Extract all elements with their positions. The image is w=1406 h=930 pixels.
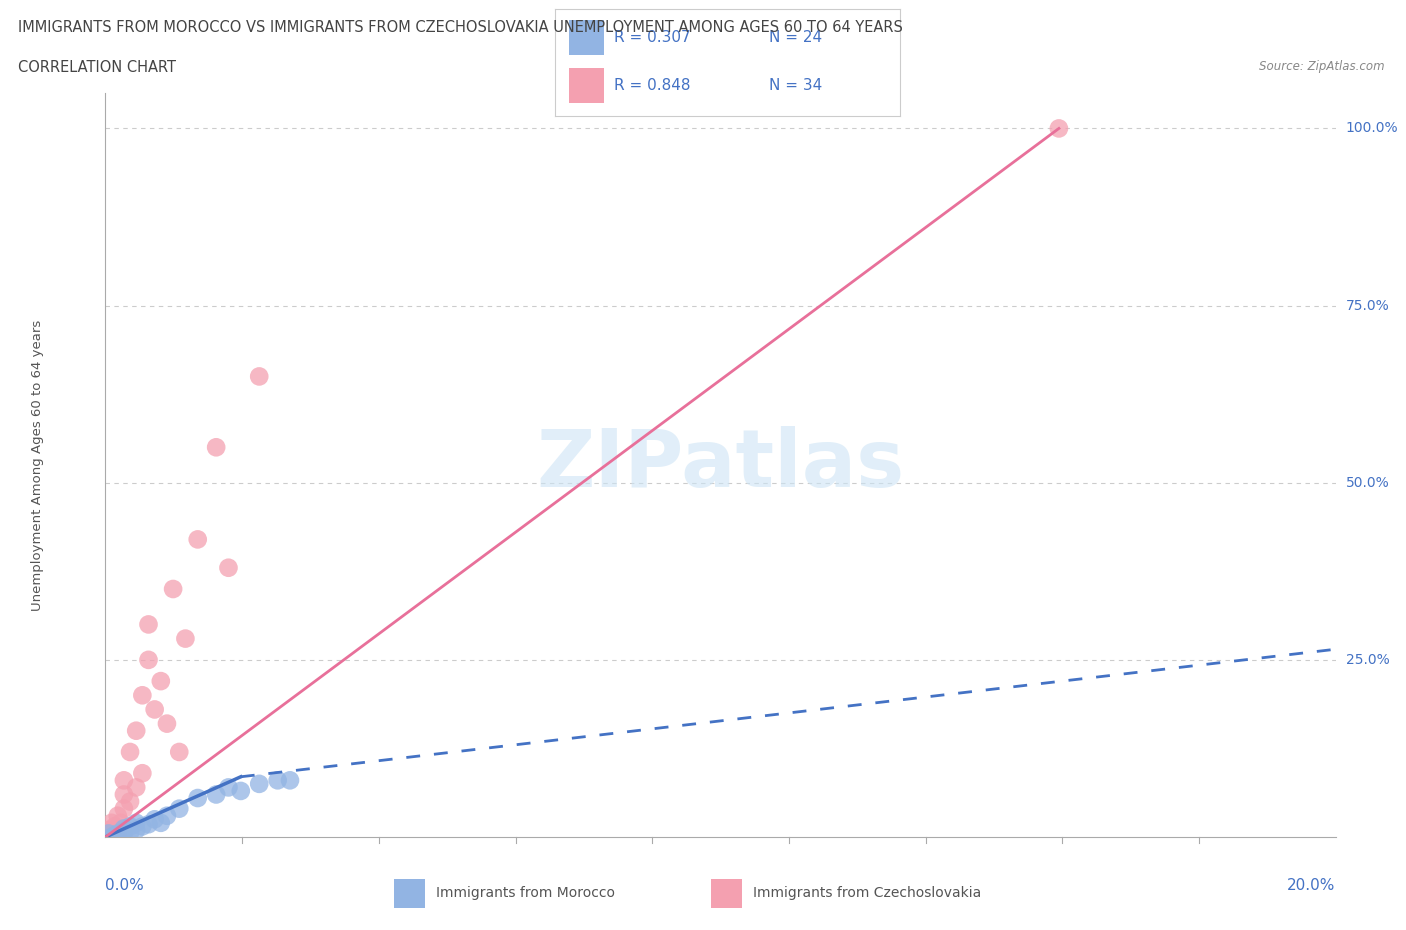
Point	[131, 765, 153, 780]
Point	[112, 821, 135, 836]
Point	[131, 688, 153, 703]
Point	[125, 780, 148, 795]
Point	[110, 828, 132, 843]
Point	[120, 745, 141, 760]
Point	[169, 745, 191, 760]
FancyBboxPatch shape	[710, 879, 742, 908]
Point	[112, 826, 135, 841]
Point	[100, 830, 122, 844]
Text: R = 0.848: R = 0.848	[614, 78, 690, 93]
Point	[278, 773, 301, 788]
FancyBboxPatch shape	[394, 879, 425, 908]
Text: Unemployment Among Ages 60 to 64 years: Unemployment Among Ages 60 to 64 years	[31, 319, 44, 611]
Text: Immigrants from Czechoslovakia: Immigrants from Czechoslovakia	[754, 886, 981, 900]
Point	[162, 581, 184, 596]
Point	[187, 532, 209, 547]
Point	[120, 825, 141, 840]
Point	[138, 617, 160, 631]
Text: IMMIGRANTS FROM MOROCCO VS IMMIGRANTS FROM CZECHOSLOVAKIA UNEMPLOYMENT AMONG AGE: IMMIGRANTS FROM MOROCCO VS IMMIGRANTS FR…	[18, 20, 903, 35]
Point	[110, 816, 132, 830]
Point	[96, 826, 118, 841]
Point	[143, 812, 166, 827]
Point	[138, 817, 160, 831]
Text: 20.0%: 20.0%	[1288, 878, 1336, 893]
Point	[218, 560, 240, 575]
Text: 50.0%: 50.0%	[1346, 476, 1389, 490]
Point	[125, 724, 148, 738]
Point	[149, 673, 172, 688]
FancyBboxPatch shape	[569, 68, 603, 103]
Point	[97, 822, 120, 837]
Point	[1047, 121, 1070, 136]
Point	[247, 369, 270, 384]
Point	[169, 802, 191, 817]
Text: N = 34: N = 34	[769, 78, 823, 93]
Text: N = 24: N = 24	[769, 30, 823, 46]
Point	[187, 790, 209, 805]
Point	[112, 787, 135, 802]
Point	[156, 716, 179, 731]
FancyBboxPatch shape	[569, 20, 603, 55]
Point	[205, 440, 228, 455]
Point	[107, 830, 129, 844]
Point	[107, 808, 129, 823]
Text: 25.0%: 25.0%	[1346, 653, 1389, 667]
Point	[156, 808, 179, 823]
Point	[149, 816, 172, 830]
Point	[104, 828, 127, 843]
Point	[267, 773, 290, 788]
Point	[100, 826, 122, 841]
Point	[107, 826, 129, 841]
Point	[107, 822, 129, 837]
Text: R = 0.307: R = 0.307	[614, 30, 690, 46]
Point	[100, 816, 122, 830]
Point	[120, 819, 141, 834]
Text: 75.0%: 75.0%	[1346, 299, 1389, 312]
Point	[120, 794, 141, 809]
Point	[143, 702, 166, 717]
Text: Source: ZipAtlas.com: Source: ZipAtlas.com	[1260, 60, 1385, 73]
Point	[131, 819, 153, 834]
Text: 100.0%: 100.0%	[1346, 122, 1398, 136]
Text: ZIPatlas: ZIPatlas	[537, 426, 904, 504]
Point	[125, 816, 148, 830]
Point	[112, 824, 135, 839]
Point	[174, 631, 197, 646]
Point	[218, 780, 240, 795]
Point	[247, 777, 270, 791]
Point	[100, 826, 122, 841]
Point	[229, 783, 252, 798]
Point	[104, 819, 127, 834]
Text: Immigrants from Morocco: Immigrants from Morocco	[436, 886, 616, 900]
Point	[125, 822, 148, 837]
Point	[100, 830, 122, 844]
Point	[205, 787, 228, 802]
Point	[112, 773, 135, 788]
Point	[112, 802, 135, 817]
Point	[97, 826, 120, 841]
Text: 0.0%: 0.0%	[105, 878, 145, 893]
Point	[138, 653, 160, 668]
Text: CORRELATION CHART: CORRELATION CHART	[18, 60, 176, 75]
